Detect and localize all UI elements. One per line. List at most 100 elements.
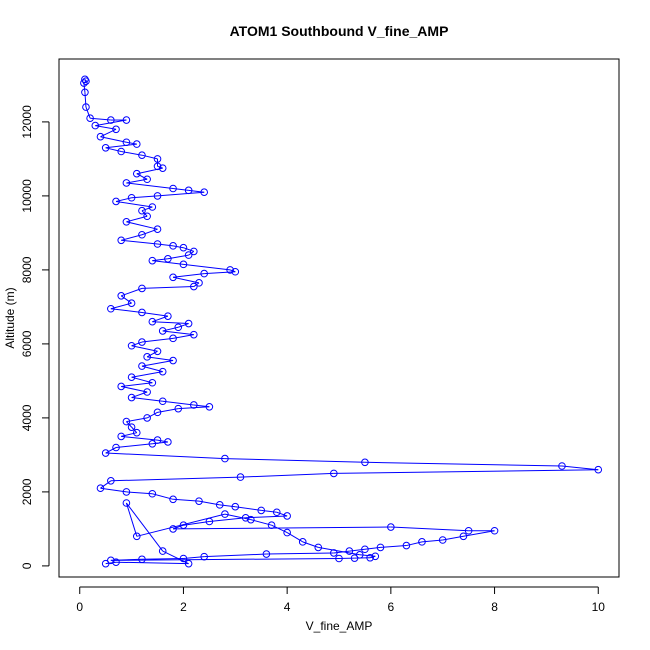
data-point [184,186,193,195]
data-point [438,536,447,544]
data-point [127,341,136,350]
data-point [153,436,162,444]
series-segment [349,548,365,552]
series-segment [131,397,163,402]
data-point [195,497,203,505]
data-point [138,151,146,159]
series-segment [83,82,86,93]
data-point [138,230,146,239]
data-point [174,404,183,413]
data-point [132,169,141,178]
series-segment [141,286,194,289]
data-point [241,514,250,522]
series-segment [302,541,319,548]
data-point [86,114,94,122]
series-segment [136,173,148,180]
data-point [127,193,136,202]
data-point [82,103,90,111]
data-point [148,489,157,498]
data-point [164,254,172,263]
data-point [158,164,167,172]
x-axis-label: V_fine_AMP [306,619,373,633]
series-segment [100,128,117,138]
data-point [283,512,291,520]
data-point [418,538,426,546]
series-segment [95,119,127,127]
data-point [169,184,177,193]
data-point [345,547,354,555]
data-point [558,462,566,470]
y-axis-label: Altitude (m) [3,287,17,348]
data-point [179,521,188,530]
data-point [169,356,177,365]
data-point [387,523,395,531]
data-point [298,538,307,546]
data-point [169,525,177,533]
series-segment [146,350,158,358]
data-point [190,247,198,256]
series-segment [219,504,236,508]
data-point [117,432,126,441]
data-point [200,269,208,278]
data-point [112,443,120,452]
series-segment [126,182,174,189]
data-point [127,393,136,402]
data-point [200,188,208,196]
series-segment [84,92,87,108]
data-point [138,362,146,370]
series-segment [105,147,122,152]
data-point [117,292,126,300]
data-point [122,116,131,124]
data-point [138,206,146,215]
data-point [138,338,146,346]
data-point [148,378,157,387]
data-point [366,553,374,562]
data-point [122,218,131,226]
series-segment [561,465,599,471]
series-segment [188,189,205,193]
series-segment [286,532,303,543]
series-segment [333,469,599,474]
series-segment [141,558,184,560]
data-point [459,532,468,541]
x-tick-label: 0 [76,600,83,614]
series-segment [100,480,112,489]
data-point [101,559,110,568]
data-point [169,273,177,282]
data-point [158,327,167,335]
data-point [490,526,499,535]
series-segment [131,371,163,378]
series-segment [121,432,137,437]
data-point [179,260,188,269]
series-segment [131,195,158,199]
data-point [112,197,120,206]
series-segment [115,200,153,208]
series-segment [131,345,158,352]
data-point [112,125,120,134]
data-point [169,334,177,343]
series-segment [121,382,153,387]
data-point [283,528,291,537]
data-point [236,473,245,481]
series-segment [131,391,148,399]
series-segment [105,561,117,565]
x-tick-label: 8 [491,600,498,614]
data-point [257,506,266,515]
series-segment [115,443,153,448]
series-segment [173,498,200,502]
data-point [138,284,146,293]
data-point [117,382,126,391]
data-point [371,552,380,561]
data-point [330,469,338,478]
series-segment [141,228,158,236]
x-axis: 0 2 4 6 8 10 [76,586,605,614]
series-segment [162,326,179,332]
data-point [335,554,343,563]
data-point [184,319,193,328]
series-segment [121,239,158,245]
series-segment [110,308,143,313]
data-point [221,510,229,518]
data-point [138,555,146,564]
series-segment [157,439,168,443]
series-segment [224,513,251,521]
